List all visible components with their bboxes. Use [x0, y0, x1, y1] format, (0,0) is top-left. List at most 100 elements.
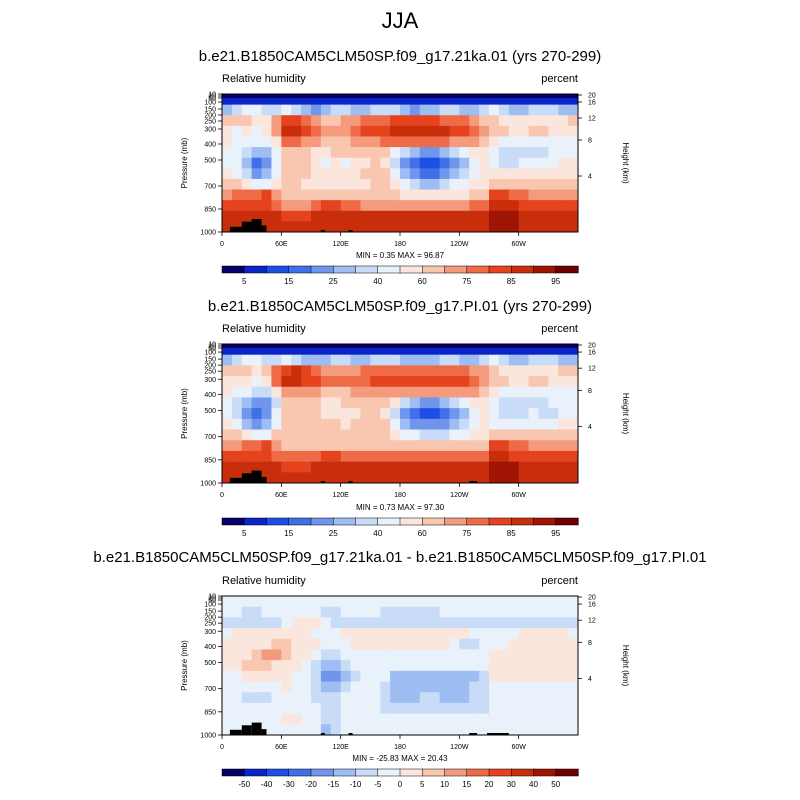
- contour-cell: [390, 157, 401, 169]
- contour-cell: [241, 397, 253, 409]
- contour-cell: [558, 628, 569, 640]
- contour-cell: [558, 200, 569, 212]
- contour-cell: [508, 210, 520, 222]
- colorbar-swatch: [533, 768, 557, 777]
- colorbar-swatch: [511, 768, 535, 777]
- contour-cell: [429, 429, 441, 441]
- contour-cell: [231, 104, 243, 116]
- contour-cell: [301, 115, 312, 127]
- x-tick-label: 60W: [511, 744, 526, 751]
- contour-cell: [360, 365, 371, 377]
- contour-cell: [261, 649, 273, 661]
- contour-cell: [419, 429, 431, 441]
- contour-cell: [459, 115, 470, 127]
- contour-cell: [558, 670, 569, 683]
- contour-cell: [261, 115, 273, 127]
- contour-cell: [508, 125, 520, 138]
- contour-cell: [370, 472, 381, 483]
- contour-cell: [479, 200, 490, 212]
- x-tick-label: 60E: [275, 241, 288, 248]
- contour-cell: [330, 713, 342, 725]
- contour-cell: [320, 638, 332, 651]
- contour-cell: [429, 450, 441, 463]
- contour-cell: [518, 408, 530, 420]
- contour-cell: [222, 200, 233, 212]
- contour-cell: [320, 724, 332, 735]
- contour-cell: [311, 724, 322, 735]
- contour-cell: [360, 724, 371, 735]
- contour-cell: [489, 221, 500, 232]
- contour-cell: [291, 125, 302, 138]
- contour-cell: [459, 178, 470, 191]
- contour-cell: [320, 178, 332, 191]
- contour-cell: [449, 472, 460, 483]
- contour-cell: [251, 386, 263, 399]
- contour-cell: [350, 649, 362, 661]
- colorbar-label: -30: [283, 780, 295, 789]
- contour-cell: [370, 429, 381, 441]
- x-tick-label: 60W: [511, 241, 526, 248]
- contour-cell: [568, 386, 578, 399]
- colorbar-label: 40: [529, 780, 538, 789]
- colorbar-swatch: [511, 517, 535, 526]
- contour-cell: [489, 136, 500, 148]
- contour-cell: [568, 649, 578, 661]
- contour-cell: [498, 408, 510, 420]
- contour-cell: [518, 660, 530, 672]
- contour-cell: [568, 713, 578, 725]
- contour-cell: [360, 104, 371, 116]
- contour-cell: [469, 178, 480, 191]
- contour-cell: [360, 210, 371, 222]
- contour-cell: [498, 670, 510, 683]
- contour-cell: [419, 354, 431, 366]
- colorbar-label: -20: [305, 780, 317, 789]
- colorbar-swatch: [244, 768, 268, 777]
- contour-cell: [380, 136, 391, 148]
- contour-cell: [360, 125, 371, 138]
- panel-1: Relative humidity percent1020501001502002…: [180, 73, 630, 286]
- contour-cell: [449, 397, 460, 409]
- y-tick-label: 700: [204, 686, 216, 693]
- contour-cell: [498, 606, 510, 618]
- contour-cell: [251, 365, 263, 377]
- contour-cell: [538, 670, 549, 683]
- y-tick-label: 200: [204, 615, 216, 622]
- contour-cell: [508, 115, 520, 127]
- contour-cell: [311, 168, 322, 180]
- contour-cell: [558, 104, 569, 116]
- contour-cell: [449, 440, 460, 452]
- contour-cell: [281, 702, 292, 715]
- colorbar-swatch: [221, 517, 245, 526]
- contour-cell: [340, 104, 352, 116]
- contour-cell: [538, 221, 549, 232]
- contour-cell: [231, 713, 243, 725]
- contour-cell: [271, 670, 282, 683]
- contour-cell: [241, 200, 253, 212]
- contour-cell: [330, 596, 342, 608]
- contour-cell: [419, 418, 431, 431]
- contour-cell: [459, 713, 470, 725]
- y-tick-label: 1000: [200, 230, 216, 237]
- contour-cell: [281, 628, 292, 640]
- contour-cell: [311, 649, 322, 661]
- contour-cell: [419, 168, 431, 180]
- contour-cell: [459, 200, 470, 212]
- contour-cell: [251, 628, 263, 640]
- contour-cell: [409, 200, 421, 212]
- contour-cell: [429, 461, 441, 473]
- contour-cell: [271, 157, 282, 169]
- contour-cell: [311, 115, 322, 127]
- contour-cell: [439, 628, 451, 640]
- y-axis-title: Pressure (mb): [180, 388, 189, 439]
- contour-cell: [528, 157, 540, 169]
- contour-cell: [508, 660, 520, 672]
- contour-cell: [390, 638, 401, 651]
- y-tick-label: 1000: [200, 481, 216, 488]
- contour-cell: [558, 125, 569, 138]
- contour-cell: [459, 670, 470, 683]
- contour-cell: [360, 147, 371, 159]
- contour-cell: [419, 681, 431, 693]
- contour-cell: [498, 147, 510, 159]
- contour-cell: [439, 617, 451, 629]
- contour-cell: [518, 178, 530, 191]
